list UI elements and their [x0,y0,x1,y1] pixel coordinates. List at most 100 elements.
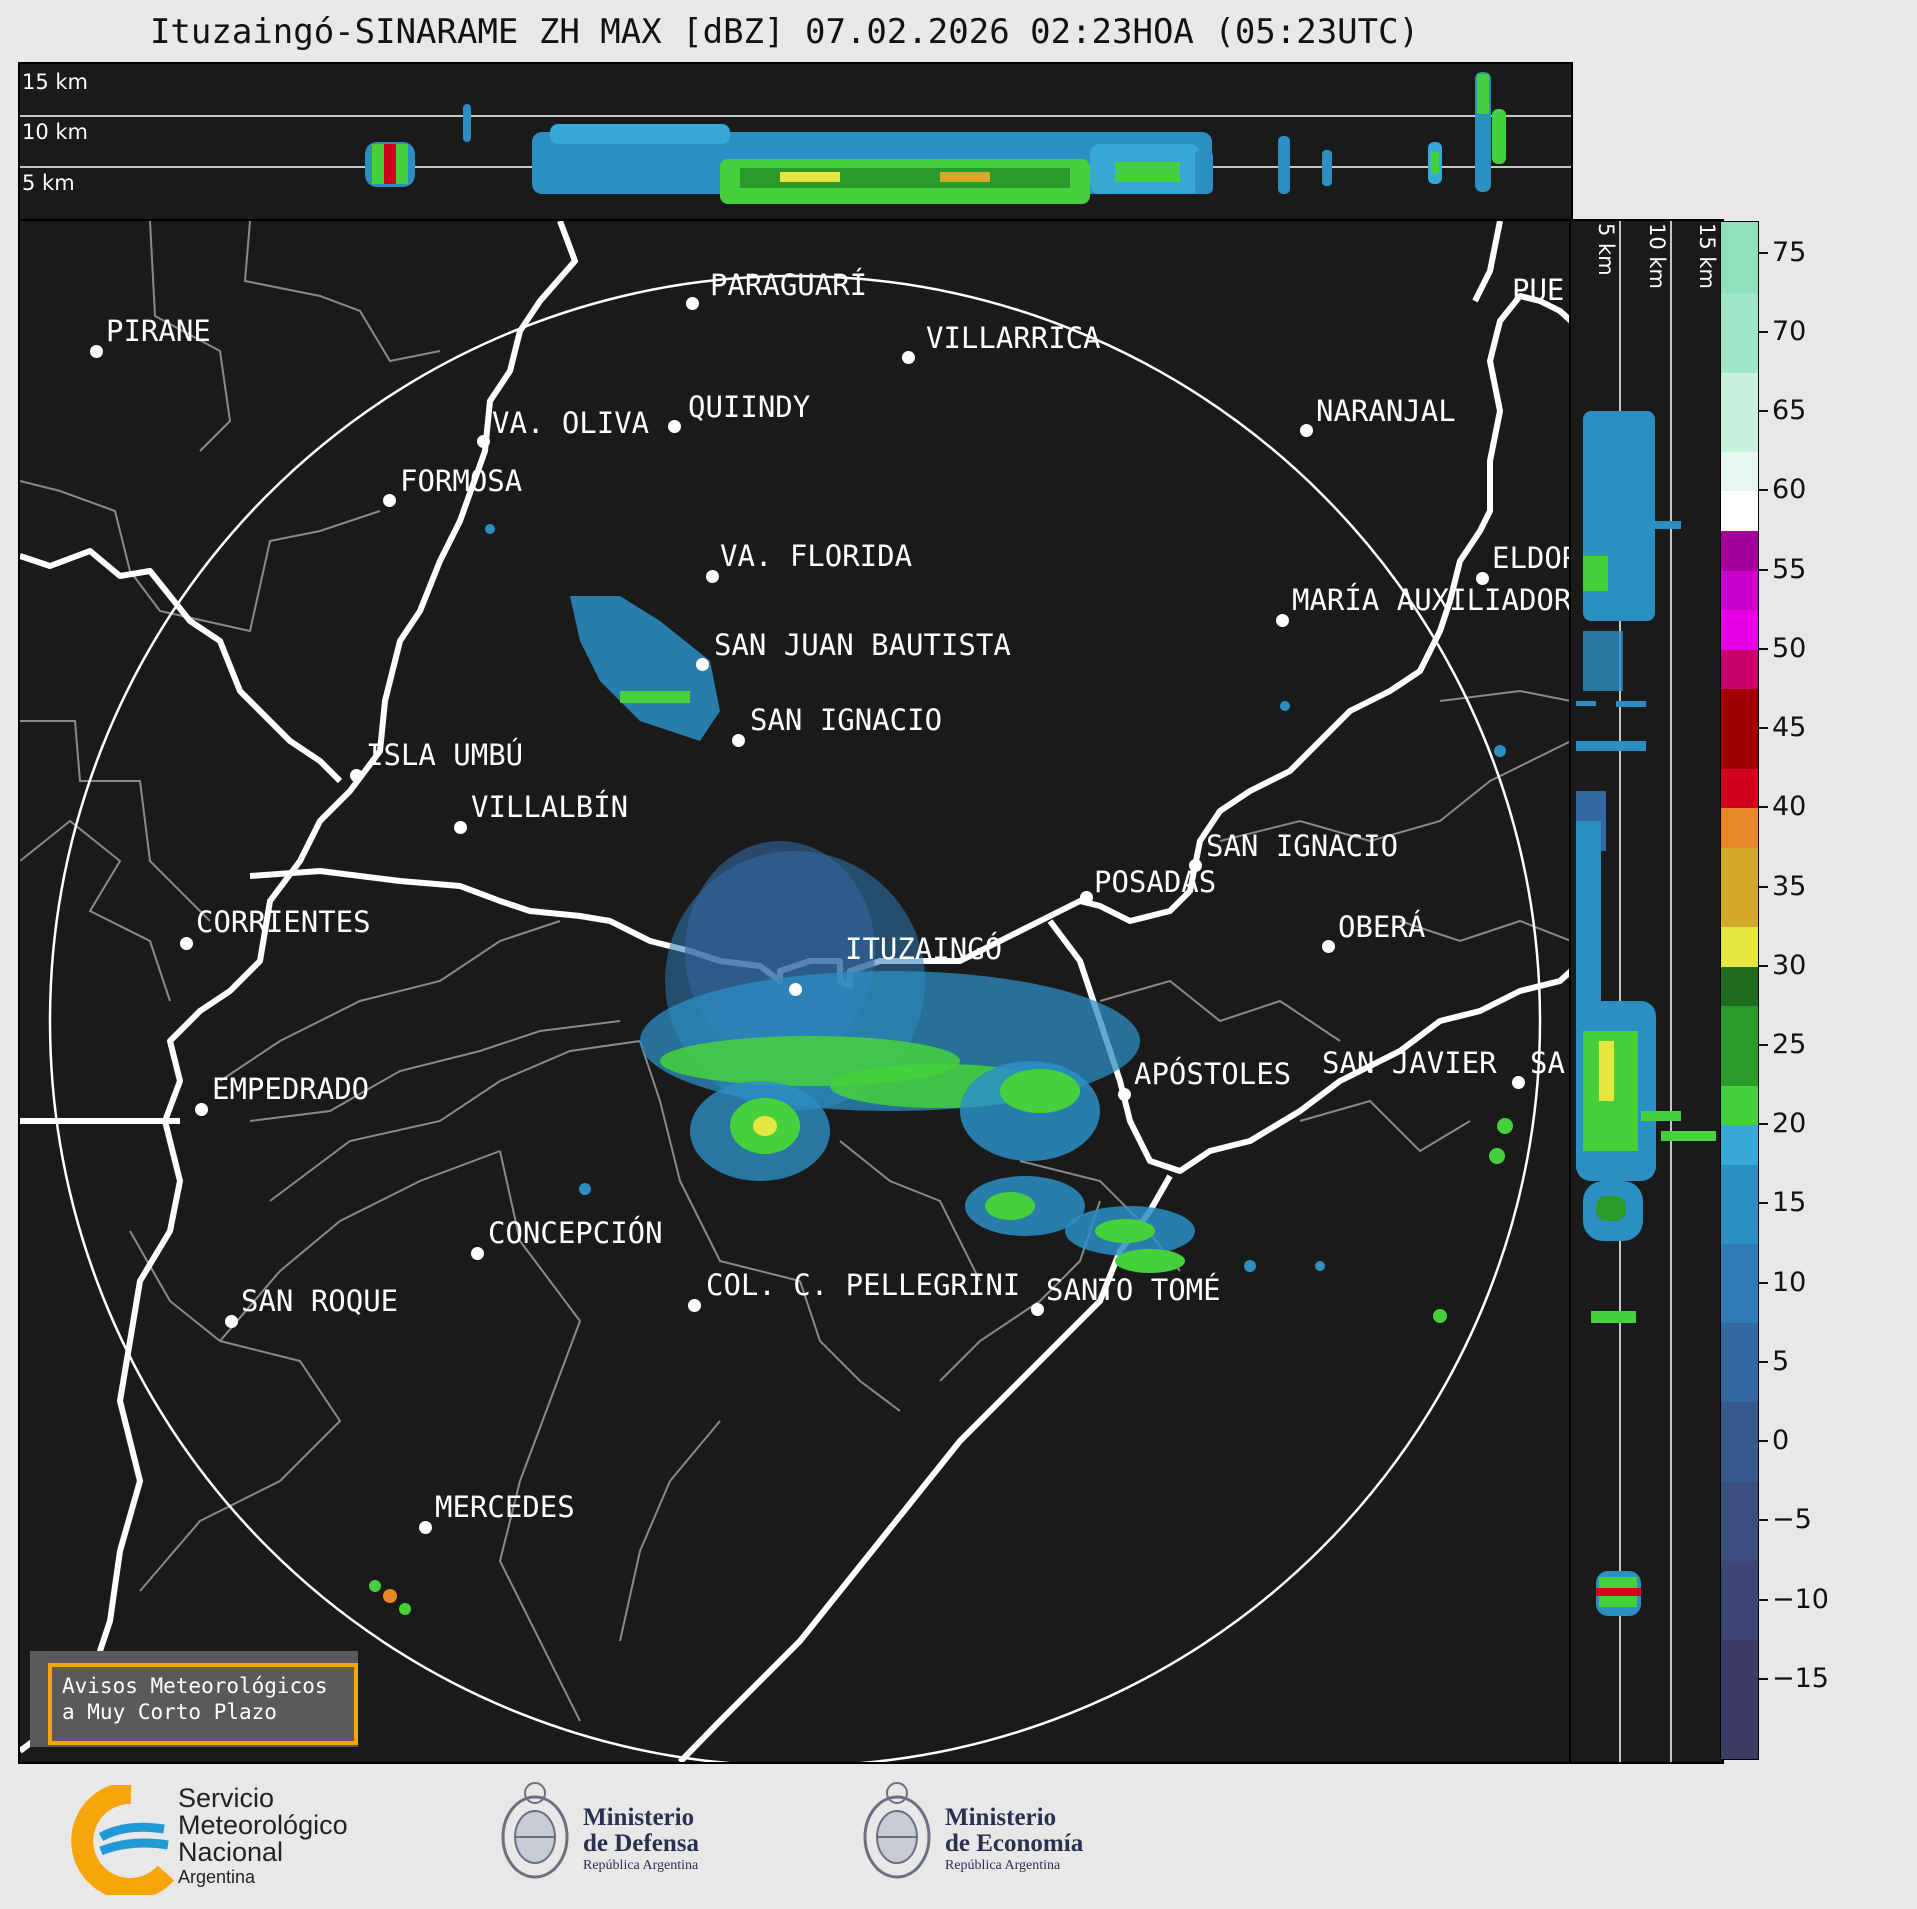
city-label-san-javier: SAN JAVIER [1322,1046,1497,1080]
city-dot [668,420,681,433]
warning-line-1: Avisos Meteorológicos [62,1674,328,1698]
colorbar-tick-label: 45 [1772,712,1807,744]
warning-box-frame[interactable]: Avisos Meteorológicos a Muy Corto Plazo [48,1663,358,1745]
colorbar-tick-label: −10 [1772,1583,1829,1615]
colorbar-segment [1721,530,1758,571]
colorbar-segment [1721,927,1758,967]
colorbar-tick [1759,410,1768,413]
smn-line-4: Argentina [178,1867,256,1887]
city-dot [350,769,363,782]
city-label-paraguari: PARAGUARÍ [710,268,868,302]
city-dot [90,345,103,358]
warning-box[interactable]: Avisos Meteorológicos a Muy Corto Plazo [30,1651,358,1747]
colorbar-segment [1721,372,1758,452]
city-label-mercedes: MERCEDES [435,1490,575,1524]
city-label-puerto-partial: PUE [1512,273,1565,307]
city-label-naranjal: NARANJAL [1316,394,1456,428]
province-borders [20,221,1571,1722]
colorbar-segment [1721,649,1758,690]
city-label-corrientes: CORRIENTES [196,905,371,939]
city-dot [195,1103,208,1116]
colorbar-tick-label: 60 [1772,474,1807,506]
colorbar-segment [1721,451,1758,492]
colorbar-segment [1721,768,1758,809]
colorbar-segment [1721,1640,1758,1759]
city-dot [1189,859,1202,872]
city-label-eldorado: ELDOR [1492,541,1573,575]
colorbar-tick [1759,251,1768,254]
colorbar-segment [1721,491,1758,531]
city-label-santa-rosa-partial: SA [1530,1046,1565,1080]
colorbar-segment [1721,570,1758,611]
argentina-coat-of-arms-icon [863,1782,931,1879]
colorbar-segment [1721,610,1758,650]
height-label-10km-side: 10 km [1645,223,1669,290]
side-echo-band [1576,411,1716,1616]
colorbar-tick-label: 15 [1772,1187,1807,1219]
city-label-concepcion: CONCEPCIÓN [488,1216,663,1250]
colorbar-tick-label: 20 [1772,1108,1807,1140]
city-label-pirane: PIRANE [106,314,211,348]
city-dot [686,297,699,310]
colorbar-segment [1721,1164,1758,1245]
smn-line-3: Nacional [178,1837,284,1867]
city-label-santo-tome: SANTO TOMÉ [1046,1273,1221,1307]
city-dot [419,1521,432,1534]
city-dot [706,570,719,583]
radar-range-ring [48,274,1542,1762]
smn-logo: Servicio Meteorológico Nacional Argentin… [56,1785,396,1895]
defensa-line-2: de Defensa [583,1830,699,1857]
city-dot [902,351,915,364]
city-dot [471,1247,484,1260]
colorbar-tick-label: 75 [1772,236,1807,268]
city-label-va-florida: VA. FLORIDA [720,539,913,573]
colorbar-tick [1759,647,1768,650]
colorbar-tick [1759,727,1768,730]
defensa-line-3: República Argentina [583,1858,699,1873]
colorbar-tick-label: 70 [1772,315,1807,347]
colorbar-tick [1759,568,1768,571]
warning-line-2: a Muy Corto Plazo [62,1700,277,1724]
defensa-logo: Ministerio de Defensa República Argentin… [495,1775,755,1895]
top-height-profile-panel: 15 km 10 km 5 km [18,62,1573,221]
city-label-san-ignacio-py: SAN IGNACIO [750,703,943,737]
colorbar-tick-label: 25 [1772,1028,1807,1060]
smn-line-2: Meteorológico [178,1810,348,1840]
city-dot [688,1299,701,1312]
city-label-villarrica: VILLARRICA [926,321,1101,355]
colorbar-tick-label: −15 [1772,1662,1829,1694]
city-dot [1118,1088,1131,1101]
city-dot [1476,572,1489,585]
smn-line-1: Servicio [178,1783,275,1813]
colorbar-tick [1759,806,1768,809]
colorbar-tick-label: 35 [1772,870,1807,902]
colorbar-tick [1759,330,1768,333]
colorbar-tick-label: 50 [1772,632,1807,664]
smn-logo-icon [71,1785,175,1895]
height-label-5km-side: 5 km [1594,223,1618,276]
city-label-va-oliva: VA. OLIVA [492,406,650,440]
city-dot [180,937,193,950]
city-label-san-juan-bautista: SAN JUAN BAUTISTA [714,628,1011,662]
colorbar-tick-label: 40 [1772,791,1807,823]
city-dot [1276,614,1289,627]
city-dot [225,1315,238,1328]
city-dot [1031,1303,1044,1316]
colorbar-tick [1759,885,1768,888]
height-label-10km: 10 km [22,120,89,144]
top-echo-band [365,72,1506,204]
colorbar-segment [1721,808,1758,848]
colorbar-tick [1759,1440,1768,1443]
colorbar-tick [1759,1281,1768,1284]
radar-site-dot [789,983,802,996]
colorbar-segment [1721,1006,1758,1086]
colorbar-tick-label: 10 [1772,1266,1807,1298]
colorbar-tick-label: 30 [1772,949,1807,981]
economia-line-3: República Argentina [945,1858,1061,1873]
economia-line-2: de Economía [945,1830,1084,1857]
top-profile-graphic [20,72,1571,204]
colorbar-tick [1759,1598,1768,1601]
colorbar-segment [1721,293,1758,373]
colorbar-tick-label: −5 [1772,1504,1812,1536]
colorbar-segment [1721,689,1758,769]
